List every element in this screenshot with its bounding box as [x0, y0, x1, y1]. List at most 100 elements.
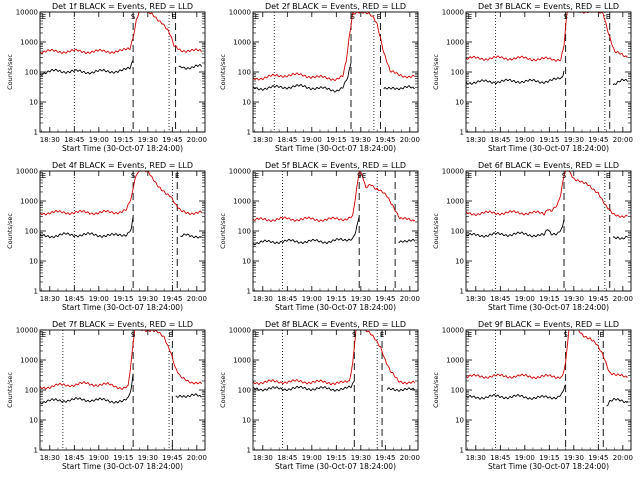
x-tick-label: 19:45	[162, 454, 182, 462]
y-tick-label: 100	[238, 387, 251, 395]
events-series-line	[466, 384, 567, 400]
lld-series-line	[466, 171, 628, 218]
x-tick-label: 20:00	[187, 136, 207, 144]
chart-title: Det 8f BLACK = Events, RED = LLD	[265, 320, 406, 329]
event-marker: E	[380, 331, 384, 339]
event-marker: E	[606, 13, 610, 21]
x-tick-label: 19:30	[564, 295, 584, 303]
events-series-line	[466, 219, 565, 238]
events-series-line	[466, 70, 565, 85]
x-tick-label: 18:30	[40, 295, 60, 303]
chart-panel: Det 7f BLACK = Events, RED = LLD 1 10 100 10…	[6, 320, 207, 471]
event-marker: E	[606, 172, 610, 180]
x-tick-label: 19:30	[138, 295, 158, 303]
y-tick-label: 10	[455, 99, 464, 107]
chart-title: Det 7f BLACK = Events, RED = LLD	[52, 320, 193, 329]
y-tick-label: 10	[455, 417, 464, 425]
plot-frame	[39, 170, 206, 292]
plot-frame	[39, 11, 206, 133]
event-marker: S	[352, 331, 357, 339]
y-tick-label: 10000	[442, 327, 464, 335]
events-series-line	[40, 216, 134, 239]
x-tick-label: 20:00	[613, 136, 633, 144]
x-tick-label: 18:30	[40, 454, 60, 462]
x-axis-label: Start Time (30-Oct-07 18:24:00)	[275, 462, 396, 471]
x-axis-label: Start Time (30-Oct-07 18:24:00)	[275, 144, 396, 153]
x-tick-label: 19:00	[89, 454, 109, 462]
event-marker: S	[131, 331, 136, 339]
x-tick-label: 18:30	[253, 136, 273, 144]
event-marker: E	[362, 172, 366, 180]
y-tick-label: 1	[460, 288, 464, 296]
y-axis-label: Counts/sec	[6, 213, 14, 249]
x-tick-label: 18:30	[466, 454, 486, 462]
x-axis-label: Start Time (30-Oct-07 18:24:00)	[62, 144, 183, 153]
y-tick-label: 10	[242, 258, 251, 266]
events-series-line	[398, 238, 416, 244]
event-marker: S	[563, 331, 568, 339]
y-axis-label: Counts/sec	[432, 213, 440, 249]
y-tick-label: 1000	[233, 357, 251, 365]
event-marker: E	[599, 331, 603, 339]
event-marker: E	[468, 331, 472, 339]
events-series-line	[606, 397, 629, 407]
chart-title: Det 9f BLACK = Events, RED = LLD	[478, 320, 619, 329]
events-series-line	[253, 62, 352, 93]
x-tick-label: 19:30	[564, 136, 584, 144]
events-series-line	[180, 233, 203, 239]
y-tick-label: 1000	[446, 198, 464, 206]
plot-frame	[39, 329, 206, 451]
y-tick-label: 1	[247, 447, 251, 455]
events-series-line	[253, 380, 355, 392]
event-marker: E	[42, 13, 46, 21]
x-tick-label: 18:45	[490, 454, 510, 462]
x-tick-label: 19:45	[588, 454, 608, 462]
event-marker: E	[468, 13, 472, 21]
y-axis-label: Counts/sec	[219, 372, 227, 408]
y-tick-label: 1	[460, 129, 464, 137]
plot-frame	[252, 329, 419, 451]
events-series-line	[383, 85, 415, 91]
x-tick-label: 19:00	[515, 136, 535, 144]
x-tick-label: 18:45	[490, 295, 510, 303]
x-tick-label: 18:30	[253, 454, 273, 462]
y-tick-label: 10000	[442, 9, 464, 17]
x-tick-label: 19:45	[375, 136, 395, 144]
y-tick-label: 1000	[446, 357, 464, 365]
y-tick-label: 10	[242, 417, 251, 425]
x-tick-label: 19:15	[539, 136, 559, 144]
y-tick-label: 10000	[16, 168, 38, 176]
chart-panel: Det 4f BLACK = Events, RED = LLD 1 10 100 10…	[6, 161, 207, 312]
x-tick-label: 19:45	[588, 295, 608, 303]
y-tick-label: 1	[34, 447, 38, 455]
x-axis-label: Start Time (30-Oct-07 18:24:00)	[275, 303, 396, 312]
y-tick-label: 1	[34, 129, 38, 137]
event-marker: S	[131, 172, 136, 180]
chart-title: Det 3f BLACK = Events, RED = LLD	[478, 2, 619, 11]
x-tick-label: 19:15	[326, 136, 346, 144]
x-tick-label: 19:45	[588, 136, 608, 144]
event-marker: E	[175, 172, 179, 180]
chart-title: Det 4f BLACK = Events, RED = LLD	[52, 161, 193, 170]
x-tick-label: 19:30	[138, 136, 158, 144]
y-tick-label: 10	[455, 258, 464, 266]
y-tick-label: 1000	[233, 198, 251, 206]
x-tick-label: 20:00	[187, 295, 207, 303]
x-tick-label: 19:30	[138, 454, 158, 462]
x-tick-label: 19:15	[113, 454, 133, 462]
y-tick-label: 10	[29, 417, 38, 425]
x-tick-label: 19:00	[302, 136, 322, 144]
y-tick-label: 100	[25, 387, 38, 395]
x-tick-label: 19:30	[351, 295, 371, 303]
plot-frame	[465, 170, 632, 292]
events-series-line	[40, 59, 134, 76]
lld-series-line	[466, 12, 628, 62]
y-axis-label: Counts/sec	[219, 54, 227, 90]
y-tick-label: 10000	[16, 9, 38, 17]
chart-title: Det 1f BLACK = Events, RED = LLD	[52, 2, 193, 11]
event-marker: E	[172, 13, 176, 21]
event-marker: E	[468, 172, 472, 180]
plot-frame	[465, 329, 632, 451]
y-tick-label: 1	[34, 288, 38, 296]
